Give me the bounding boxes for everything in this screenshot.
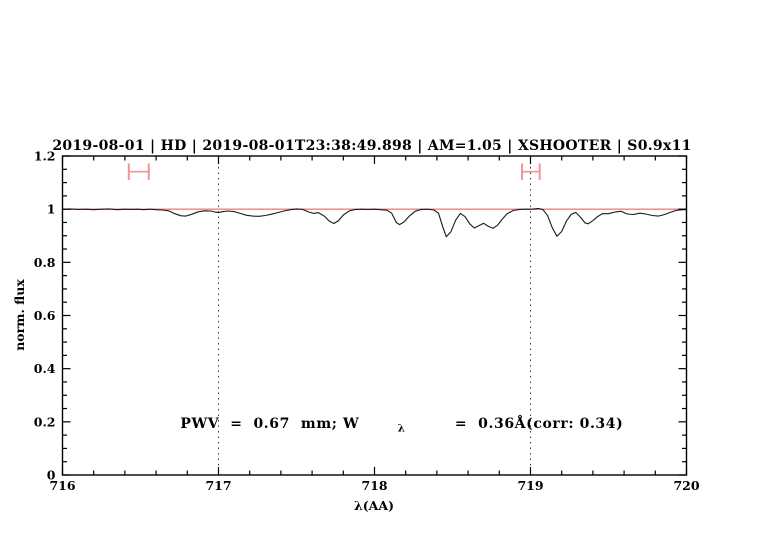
pwv-annotation-part1: PWV = 0.67 mm; W	[180, 416, 359, 432]
y-tick-label: 1	[47, 202, 56, 217]
tick-labels-layer: 716 717 718 719 720 0 0.2 0.4 0.6 0.8 1 1.2	[34, 149, 700, 494]
y-tick-label: 0.6	[34, 308, 56, 323]
pwv-annotation-subscript-lambda: λ	[398, 423, 406, 435]
spectrum-line	[62, 207, 687, 238]
pwv-annotation-part2: = 0.36Å(corr: 0.34)	[444, 414, 623, 432]
y-tick-label: 1.2	[34, 149, 56, 164]
y-axis-label: norm. flux	[12, 279, 27, 351]
x-tick-label: 716	[49, 478, 75, 493]
x-tick-label: 718	[361, 478, 387, 493]
pwv-annotation: PWV = 0.67 mm; W λ = 0.36Å(corr: 0.34)	[142, 414, 651, 436]
errorbar-markers-layer	[127, 163, 541, 180]
chart-title: 2019-08-01 | HD | 2019-08-01T23:38:49.89…	[52, 138, 691, 154]
y-tick-label: 0.2	[34, 414, 56, 429]
wavelength-errorbar-marker	[127, 163, 150, 180]
y-tick-label: 0	[47, 468, 56, 483]
guide-lines-layer	[218, 156, 531, 475]
y-tick-label: 0.8	[34, 255, 56, 270]
x-tick-label: 717	[205, 478, 231, 493]
spectrum-polyline	[62, 207, 687, 238]
wavelength-errorbar-marker	[521, 163, 541, 180]
x-axis-label: λ(AA)	[354, 498, 394, 513]
x-tick-label: 719	[517, 478, 543, 493]
axis-frame-and-ticks	[61, 155, 688, 476]
x-tick-label: 720	[673, 478, 699, 493]
y-tick-label: 0.4	[34, 361, 56, 376]
